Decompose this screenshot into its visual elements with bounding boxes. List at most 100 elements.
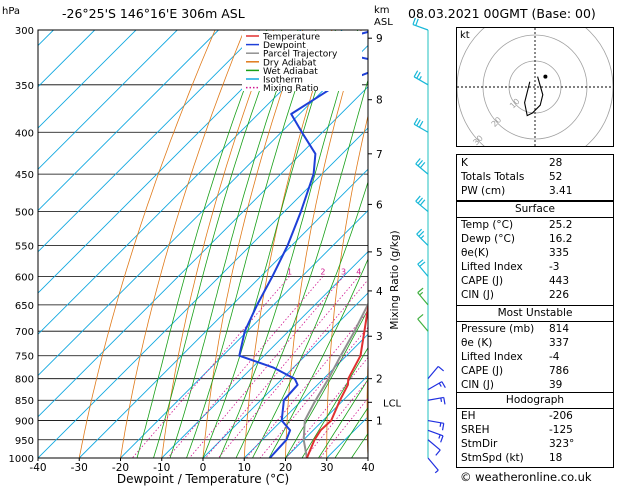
- mixing-ratio-line: [218, 279, 368, 458]
- legend-entry: Dry Adiabat: [263, 58, 317, 68]
- x-tick-label: -30: [71, 462, 88, 474]
- isotherm-line: [38, 30, 219, 212]
- wet-adiabat-line: [202, 30, 336, 458]
- legend-entry: Dewpoint: [263, 41, 306, 51]
- dry-adiabat-line: [202, 30, 304, 458]
- wind-barb-flag: [440, 435, 444, 443]
- mu-row: CAPE (J) 786: [457, 364, 613, 379]
- wind-barb-flag: [418, 120, 424, 128]
- wind-barb-flag: [419, 199, 426, 206]
- wind-barb: [427, 365, 445, 380]
- surface-label: Lifted Index: [461, 261, 523, 273]
- wind-barb-flag: [417, 313, 424, 320]
- hodograph-panel: kt 10 20 30: [456, 27, 614, 147]
- wind-barb-flag: [420, 235, 425, 239]
- isotherm-line: [38, 86, 368, 418]
- mixing-ratio-line: [167, 276, 324, 458]
- hodo-value: 323°: [549, 438, 575, 450]
- legend-entry: Temperature: [262, 33, 320, 43]
- credit-link[interactable]: © weatheronline.co.uk: [460, 470, 592, 484]
- pressure-tick-label: 300: [15, 26, 34, 37]
- mixing-ratio-label: 5: [368, 267, 373, 276]
- hodo-row: SREH -125: [457, 423, 613, 438]
- mu-label: θe (K): [461, 337, 493, 349]
- wet-adiabat-line: [285, 308, 368, 458]
- wind-barb-flag: [415, 195, 421, 202]
- mixing-ratio-label: 15: [430, 267, 440, 276]
- isotherm-line: [38, 30, 137, 129]
- mu-label: Lifted Index: [461, 351, 523, 363]
- isotherm-line: [38, 30, 261, 253]
- wind-barb-staff: [427, 429, 444, 437]
- surface-divider: [457, 217, 613, 218]
- wind-barb: [413, 70, 429, 86]
- km-label: km: [374, 5, 390, 16]
- wind-barb-staff: [412, 23, 429, 31]
- x-tick-label: -40: [29, 462, 46, 474]
- wind-barb-flag: [415, 18, 419, 26]
- isotherm-line: [285, 374, 368, 458]
- mixing-ratio-line: [189, 276, 344, 458]
- most-unstable-divider: [457, 321, 613, 322]
- wind-barb: [413, 117, 429, 133]
- legend-entry: Parcel Trajectory: [263, 50, 338, 60]
- dry-adiabat-line: [243, 30, 333, 458]
- wind-barb-flag: [441, 423, 445, 431]
- wet-adiabat-line: [153, 30, 283, 458]
- datetime-title: 08.03.2021 00GMT (Base: 00): [408, 6, 596, 21]
- wind-barb: [412, 17, 429, 31]
- wind-barb-flag: [415, 158, 421, 165]
- dry-adiabat-line: [120, 30, 245, 458]
- hodograph-trace: [524, 76, 544, 117]
- pressure-tick-label: 750: [15, 352, 34, 363]
- surface-value: 16.2: [549, 233, 573, 245]
- wind-barb-staff: [417, 263, 429, 277]
- km-tick-label: 2: [376, 374, 383, 386]
- most-unstable-title: Most Unstable: [497, 307, 573, 319]
- wind-barb: [427, 396, 446, 405]
- mu-label: Pressure (mb): [461, 323, 535, 335]
- dry-adiabat-line: [366, 352, 368, 458]
- wind-barb-staff: [417, 292, 429, 306]
- hodo-value: -206: [549, 410, 573, 422]
- isotherm-line: [78, 168, 368, 458]
- index-row-pw: PW (cm) 3.41: [457, 184, 613, 199]
- hodograph-stats-divider: [457, 408, 613, 409]
- surface-label: CIN (J): [461, 289, 494, 301]
- pressure-tick-label: 500: [15, 208, 34, 219]
- legend-entry: Isotherm: [263, 76, 303, 86]
- temperature-line: [305, 302, 368, 458]
- surface-label: CAPE (J): [461, 275, 504, 287]
- hodo-label: EH: [461, 410, 476, 422]
- pressure-tick-label: 600: [15, 272, 34, 283]
- isotherm-line: [38, 44, 368, 377]
- wind-barb-flag: [417, 259, 424, 265]
- hodo-row: StmSpd (kt) 18: [457, 451, 613, 466]
- dry-adiabat-line: [326, 113, 368, 458]
- mixing-ratio-line: [205, 276, 360, 458]
- km-tick-label: 8: [376, 95, 383, 107]
- wind-barb-flag: [443, 397, 446, 405]
- wind-barb-staff: [416, 233, 429, 246]
- wind-barb-flag: [419, 261, 426, 267]
- hodo-label: StmSpd (kt): [461, 452, 524, 464]
- legend-background: [242, 31, 362, 91]
- mu-row: Pressure (mb) 814: [457, 322, 613, 337]
- lcl-label: LCL: [383, 398, 402, 409]
- pressure-tick-label: 400: [15, 128, 34, 139]
- mu-value: 337: [549, 337, 570, 349]
- hodograph-stats-table: Hodograph EH -206 SREH -125 StmDir 323° Stm…: [456, 392, 614, 468]
- wind-barb-flag: [417, 197, 424, 204]
- wind-barb-flag: [440, 397, 443, 403]
- wind-barb-flag: [416, 228, 423, 235]
- dry-adiabat-line: [161, 30, 274, 458]
- wind-barb: [417, 287, 429, 306]
- wind-barb: [416, 228, 429, 246]
- pressure-tick-label: 800: [15, 375, 34, 386]
- wind-barb: [415, 158, 429, 175]
- mu-value: 814: [549, 323, 570, 335]
- wind-barb-flag: [417, 287, 424, 294]
- index-value: 28: [549, 157, 563, 169]
- hodo-label: SREH: [461, 424, 490, 436]
